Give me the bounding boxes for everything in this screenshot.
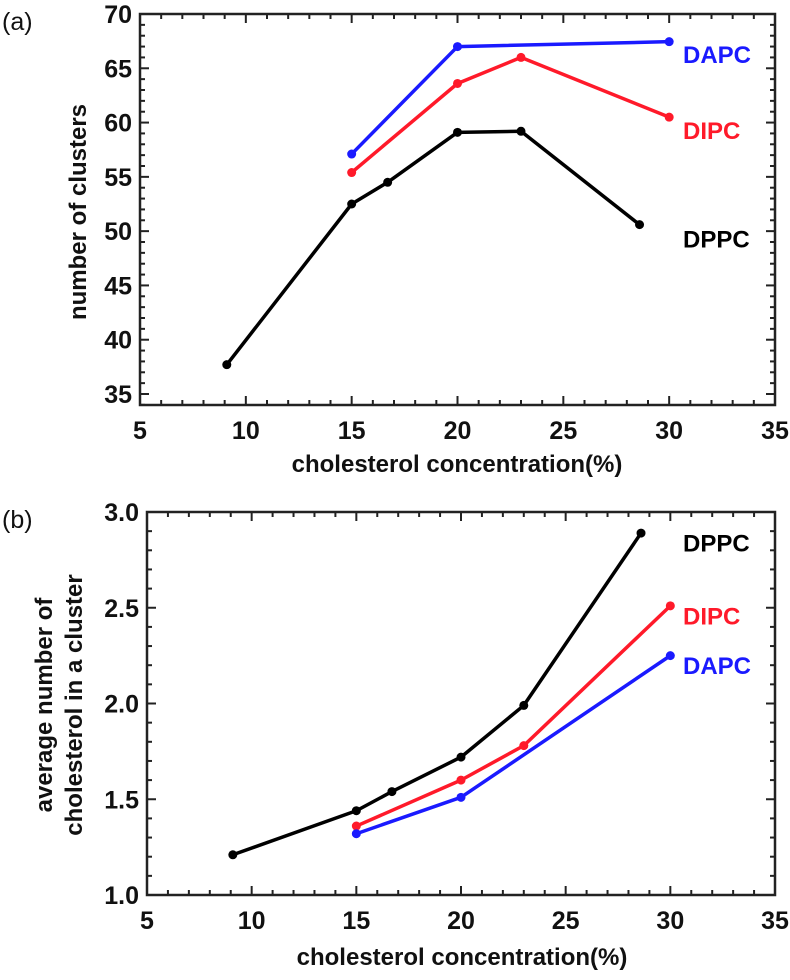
panel-b-x-tick-label: 10: [238, 907, 266, 935]
panel-a-ylabel: number of clusters: [65, 104, 92, 320]
panel-a-xlabel: cholesterol concentration(%): [292, 451, 623, 478]
panel-b-chart: (b) cholesterol concentration(%) average…: [2, 499, 789, 971]
panel-a-series-label-dapc: DAPC: [683, 42, 751, 69]
panel-b-y-tick-label: 3.0: [104, 499, 139, 527]
panel-b-point-dppc: [387, 787, 397, 797]
panel-a-y-tick-label: 65: [104, 55, 132, 83]
panel-a-series-label-dipc: DIPC: [683, 118, 740, 145]
panel-a-y-tick-label: 35: [104, 381, 132, 409]
panel-a-y-tick-label: 70: [104, 1, 132, 29]
panel-b-series-line-dppc: [232, 532, 643, 857]
panel-b-point-dapc: [351, 829, 361, 839]
panel-b-point-dppc: [456, 752, 466, 762]
panel-a-x-tick-label: 20: [444, 417, 472, 445]
panel-b-point-dppc: [519, 700, 529, 710]
panel-b-x-tick-label: 15: [342, 907, 370, 935]
panel-a-y-tick-label: 45: [104, 272, 132, 300]
panel-b-point-dipc: [351, 821, 361, 831]
panel-a-y-tick-label: 55: [104, 164, 132, 192]
panel-a-point-dppc: [453, 127, 462, 137]
panel-a-y-tick-label: 40: [104, 327, 132, 355]
panel-a-chart: (a) cholesterol concentration(%) number …: [2, 1, 789, 478]
panel-b-ylabel-line1: average number of: [31, 597, 58, 813]
panel-b-x-tick-label: 25: [552, 907, 580, 935]
panel-b-plot-frame: [145, 510, 777, 897]
panel-a-label: (a): [2, 8, 33, 36]
panel-b-x-tick-label: 35: [761, 907, 789, 935]
panel-a-point-dppc: [347, 199, 357, 209]
panel-a-x-tick-label: 30: [655, 417, 683, 445]
panel-b-point-dapc: [456, 792, 466, 802]
panel-b-x-tick-label: 30: [656, 907, 684, 935]
panel-b-point-dppc: [636, 528, 646, 538]
panel-a-plot-frame: [138, 12, 777, 407]
panel-b-series-label-dppc: DPPC: [683, 531, 750, 558]
panel-a-point-dppc: [635, 220, 645, 230]
panel-b-x-tick-label: 5: [140, 907, 154, 935]
panel-b-y-tick-label: 2.0: [104, 691, 139, 719]
panel-b-point-dipc: [665, 601, 675, 611]
panel-b-x-tick-label: 20: [447, 907, 475, 935]
panel-a-point-dppc: [383, 177, 393, 187]
panel-b-point-dppc: [228, 850, 238, 860]
panel-a-point-dapc: [664, 37, 674, 47]
panel-b-label: (b): [2, 506, 33, 534]
panel-a-point-dppc: [516, 126, 526, 136]
panel-a-point-dppc: [222, 360, 232, 370]
panel-b-point-dipc: [456, 775, 466, 785]
panel-a-x-tick-label: 25: [549, 417, 577, 445]
panel-b-point-dapc: [665, 651, 675, 661]
panel-a-point-dapc: [453, 42, 462, 52]
panel-b-y-tick-label: 2.5: [104, 595, 139, 623]
panel-b-point-dipc: [519, 741, 529, 751]
panel-a-point-dapc: [347, 149, 357, 159]
panel-b-series-label-dipc: DIPC: [683, 603, 740, 630]
panel-a-point-dipc: [347, 168, 357, 178]
panel-a-x-tick-label: 5: [133, 417, 147, 445]
panel-a-y-tick-label: 60: [104, 110, 132, 138]
panel-a-point-dipc: [664, 112, 674, 122]
panel-b-ylabel-line2: cholesterol in a cluster: [61, 574, 88, 835]
panel-b-series-label-dapc: DAPC: [683, 653, 751, 680]
panel-a-series-label-dppc: DPPC: [683, 227, 750, 254]
panel-a-x-tick-label: 15: [338, 417, 366, 445]
panel-a-x-tick-label: 10: [232, 417, 260, 445]
panel-a-series-line-dipc: [350, 55, 670, 174]
panel-a-y-tick-label: 50: [104, 218, 132, 246]
panel-a-series-line-dppc: [225, 129, 641, 366]
panel-b-point-dppc: [351, 806, 361, 816]
panel-b-xlabel: cholesterol concentration(%): [297, 944, 628, 971]
panel-b-series-line-dipc: [355, 604, 672, 828]
panel-a-x-tick-label: 35: [761, 417, 789, 445]
panel-a-point-dipc: [453, 78, 462, 88]
panel-a-point-dipc: [516, 52, 526, 62]
panel-b-y-tick-label: 1.0: [104, 882, 139, 910]
panel-b-y-tick-label: 1.5: [104, 786, 139, 814]
